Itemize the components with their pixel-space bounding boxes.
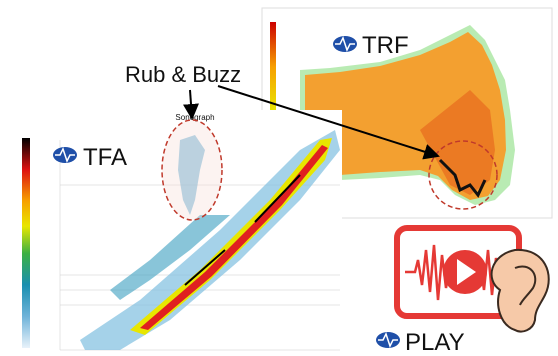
tfa-ellipse (161, 119, 223, 221)
arrow-trf (217, 85, 440, 160)
tfa-panel: Sonograph TFA (8, 110, 342, 356)
tfa-blue-band (80, 130, 340, 350)
tfa-logo (53, 147, 77, 163)
play-logo (376, 332, 400, 348)
tfa-label: TFA (83, 144, 127, 171)
tfa-colorbar (22, 138, 30, 348)
ear-icon (490, 248, 550, 333)
tfa-blue-band2 (110, 215, 230, 300)
trf-label: TRF (362, 32, 409, 59)
rub-buzz-label: Rub & Buzz (125, 62, 241, 87)
trf-defect (438, 158, 487, 198)
trf-colorbar (270, 22, 276, 112)
trf-core (420, 90, 495, 195)
tfa-rubbuzz-blob (178, 135, 205, 215)
arrow-tfa (183, 89, 199, 120)
tfa-red-band (140, 145, 328, 330)
trf-ellipse (428, 140, 498, 210)
play-icon (394, 225, 522, 319)
tfa-yellow-band (130, 138, 332, 335)
play-label: PLAY (405, 329, 465, 356)
tfa-peak (184, 174, 301, 286)
trf-logo (333, 36, 357, 52)
